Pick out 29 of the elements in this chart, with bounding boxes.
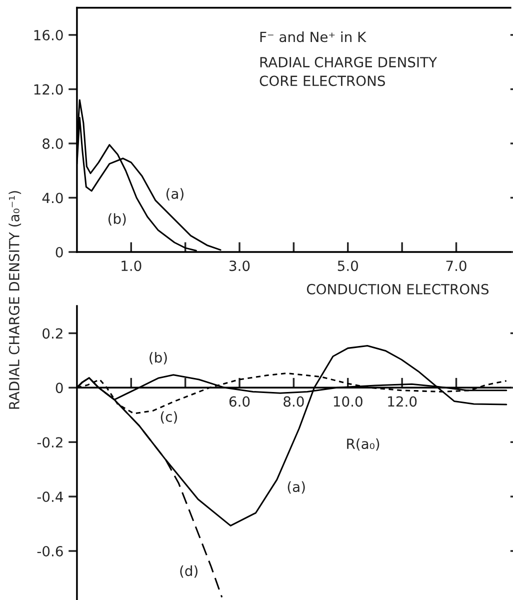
y-tick-label: -0.6 [37, 546, 63, 556]
y-axis-title: RADIAL CHARGE DENSITY (a₀⁻¹) [8, 191, 22, 409]
x-tick-label: 6.0 [229, 396, 250, 407]
y-tick-label: 0.2 [42, 328, 62, 339]
x-tick-label: 7.0 [446, 260, 466, 272]
annotation: (a) [288, 481, 305, 494]
x-tick-label: 8.0 [284, 396, 304, 407]
x-tick-label: 3.0 [230, 260, 250, 272]
annotation: (c) [160, 411, 177, 424]
x-tick-label: 10.0 [334, 396, 362, 407]
y-tick-label: 16.0 [34, 30, 63, 40]
annotation: (d) [180, 565, 198, 578]
annotation: (b) [108, 213, 126, 226]
x-tick-label: 5.0 [338, 260, 358, 272]
text: F⁻ and Ne⁺ in K [260, 31, 366, 42]
y-tick-label: 0 [56, 382, 63, 394]
annotation: (b) [150, 352, 167, 364]
x-axis-title: R(a₀) [347, 438, 380, 451]
x-tick-label: 12.0 [388, 396, 417, 407]
text: RADIAL CHARGE DENSITY CORE ELECTRONS [260, 56, 438, 86]
x-tick-label: 1.0 [122, 260, 142, 272]
y-tick-label: 12.0 [34, 84, 63, 95]
chart-title: CONDUCTION ELECTRONS [306, 284, 489, 294]
y-tick-label: -0.4 [37, 492, 63, 502]
y-tick-label: -0.2 [37, 437, 62, 448]
y-tick-label: 4.0 [42, 192, 63, 204]
y-tick-label: 8.0 [42, 138, 63, 149]
y-tick-label: 0 [56, 246, 63, 258]
annotation: (a) [166, 188, 184, 201]
